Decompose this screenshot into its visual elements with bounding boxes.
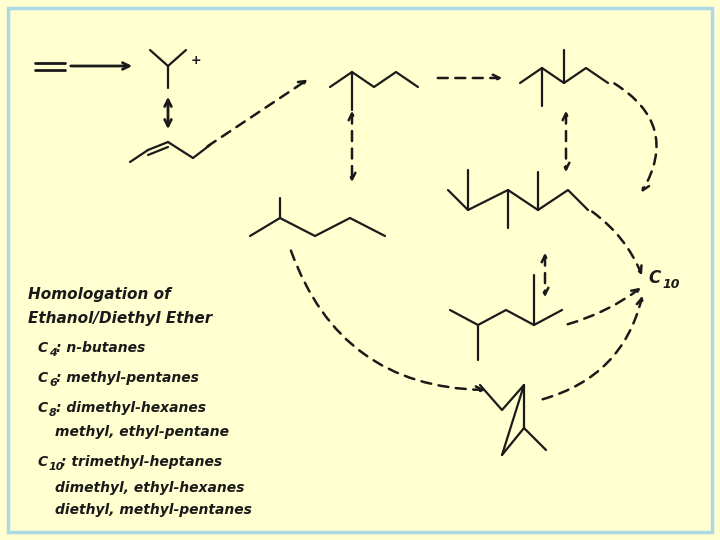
- Text: : trimethyl-heptanes: : trimethyl-heptanes: [61, 455, 222, 469]
- Text: +: +: [191, 53, 202, 66]
- Text: C: C: [38, 371, 48, 385]
- FancyBboxPatch shape: [8, 8, 712, 532]
- Text: 10: 10: [662, 279, 680, 292]
- Text: C: C: [38, 401, 48, 415]
- Text: dimethyl, ethyl-hexanes: dimethyl, ethyl-hexanes: [55, 481, 244, 495]
- Text: : methyl-pentanes: : methyl-pentanes: [56, 371, 199, 385]
- Text: methyl, ethyl-pentane: methyl, ethyl-pentane: [55, 425, 229, 439]
- Text: C: C: [648, 269, 660, 287]
- Text: diethyl, methyl-pentanes: diethyl, methyl-pentanes: [55, 503, 252, 517]
- Text: 4: 4: [49, 348, 57, 358]
- Text: Ethanol/Diethyl Ether: Ethanol/Diethyl Ether: [28, 310, 212, 326]
- Text: 10: 10: [49, 462, 65, 472]
- Text: 8: 8: [49, 408, 57, 418]
- Text: C: C: [38, 341, 48, 355]
- Text: : n-butanes: : n-butanes: [56, 341, 145, 355]
- Text: 6: 6: [49, 378, 57, 388]
- Text: : dimethyl-hexanes: : dimethyl-hexanes: [56, 401, 206, 415]
- Text: Homologation of: Homologation of: [28, 287, 171, 302]
- Text: C: C: [38, 455, 48, 469]
